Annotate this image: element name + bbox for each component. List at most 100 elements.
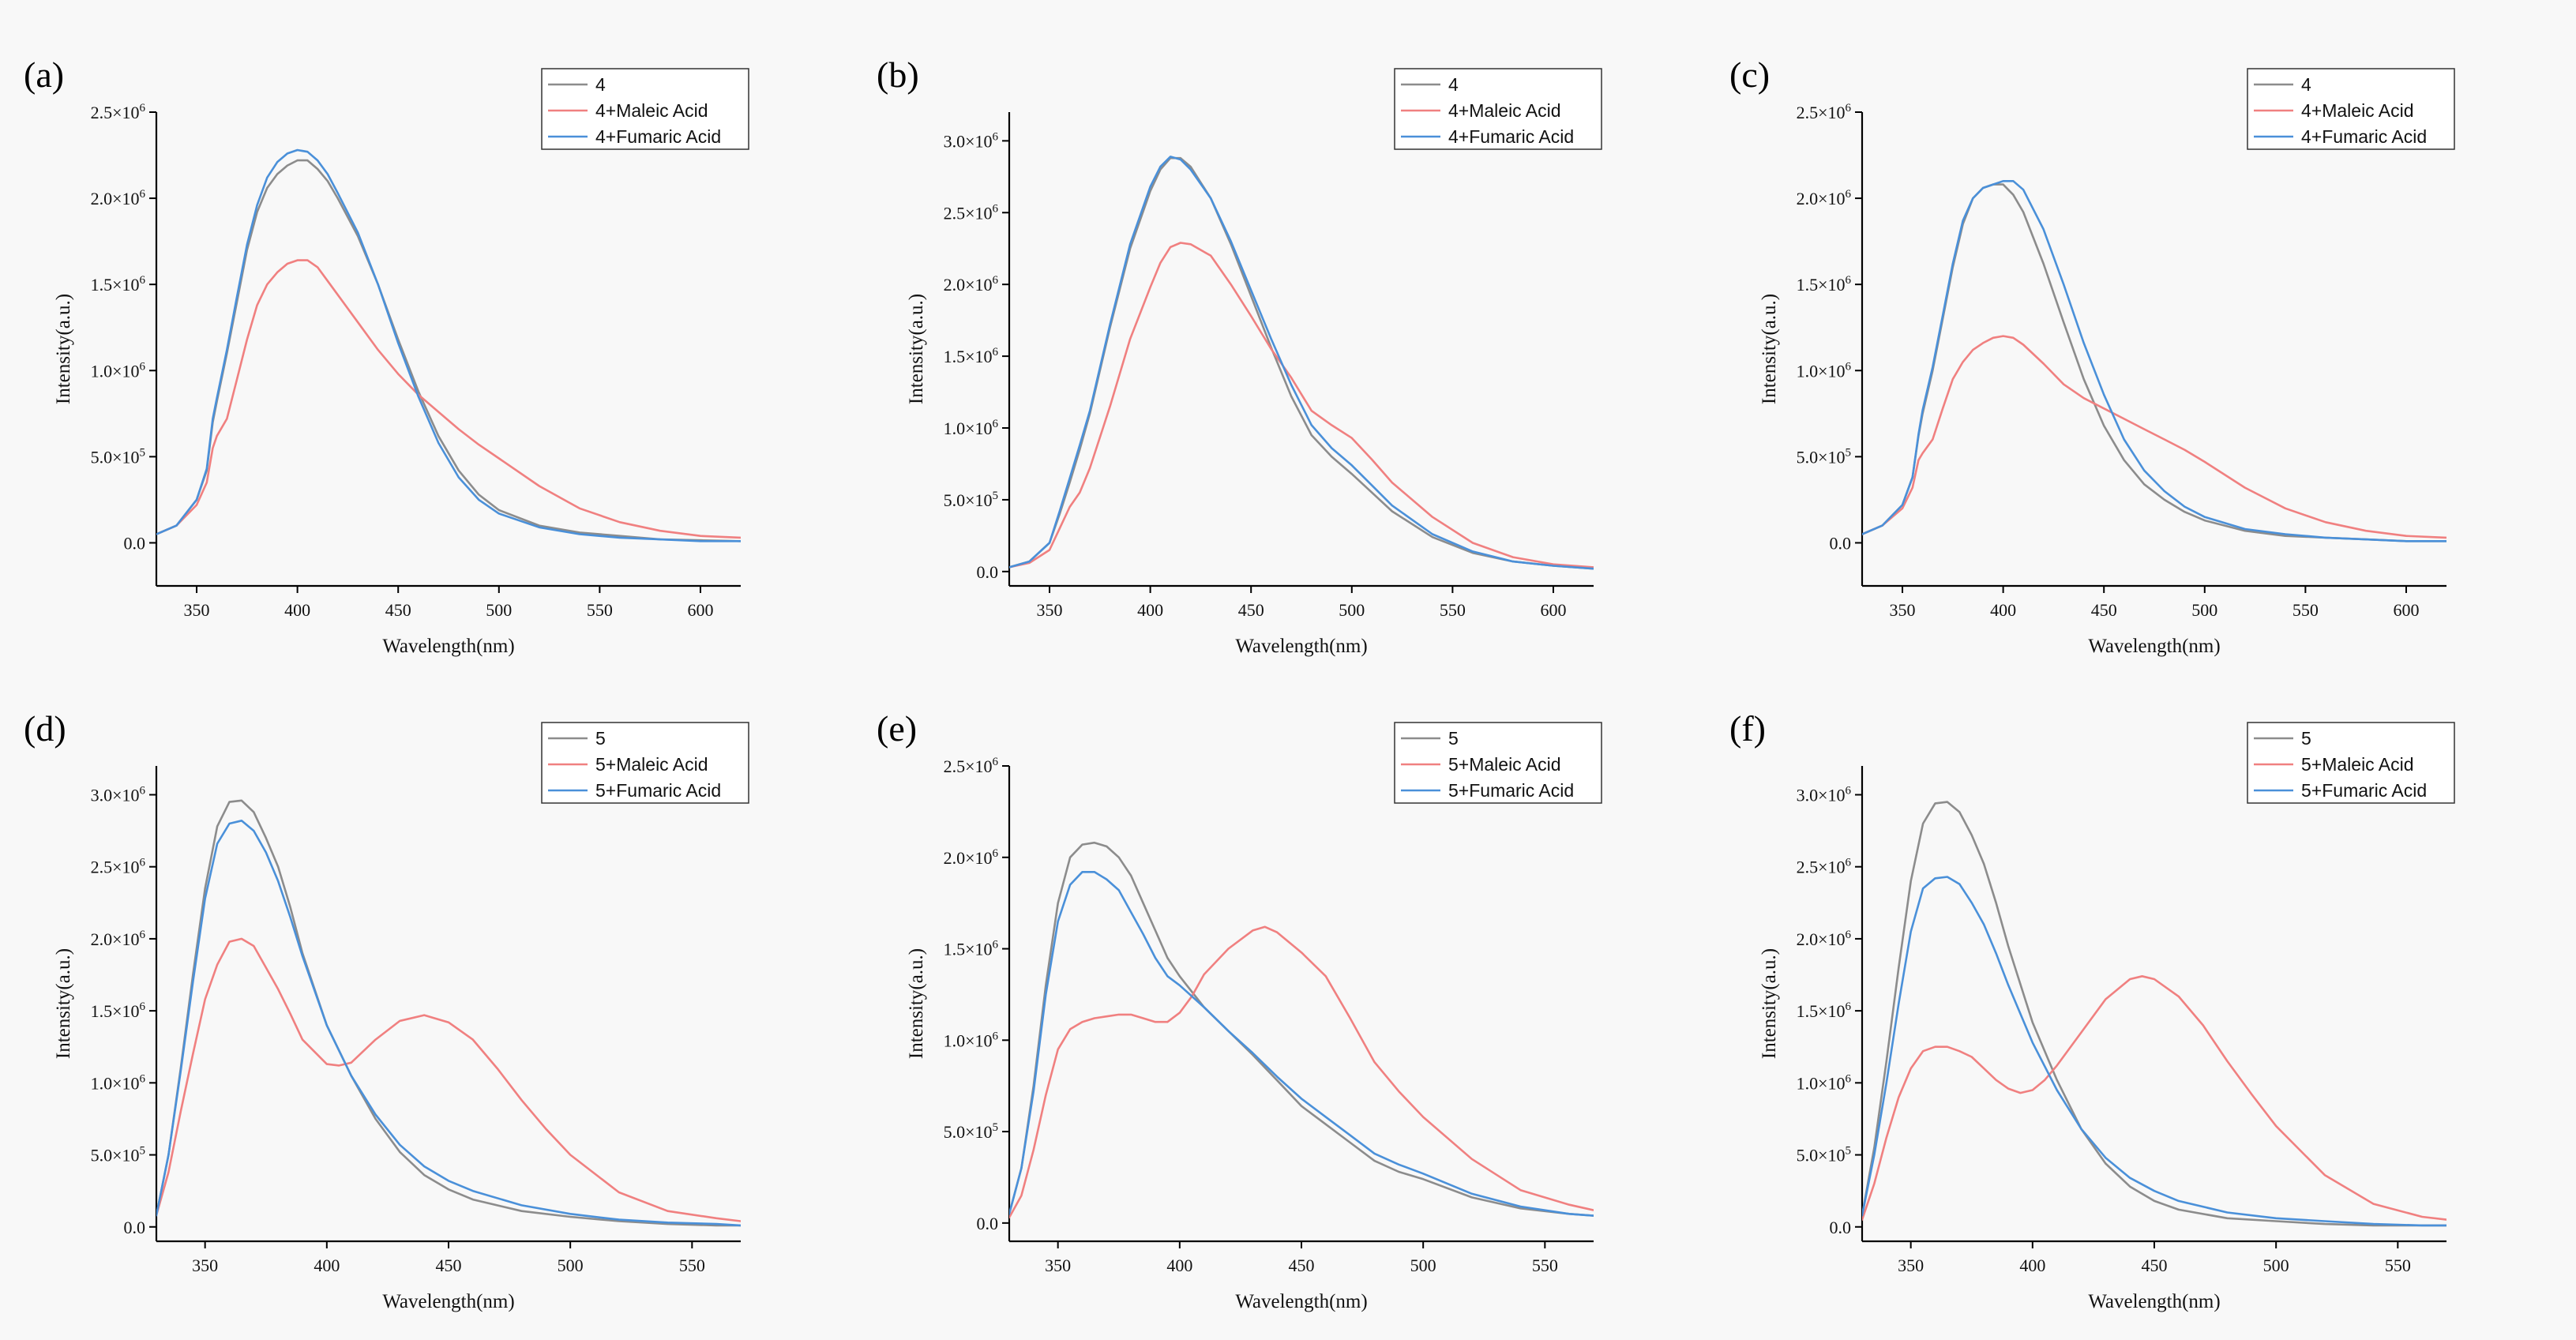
legend-label: 4	[1448, 74, 1459, 95]
y-tick-label: 2.5×106	[1797, 857, 1852, 877]
y-tick-label: 1.0×106	[91, 360, 146, 381]
x-tick-label: 350	[1898, 1256, 1924, 1275]
y-tick-label: 0.0	[1830, 533, 1852, 553]
y-tick-label: 1.5×106	[1797, 274, 1852, 295]
y-tick-label: 5.0×105	[91, 1145, 145, 1165]
panel-label: (a)	[24, 54, 64, 95]
x-axis-title: Wavelength(nm)	[1235, 1291, 1367, 1312]
x-tick-label: 500	[486, 600, 512, 620]
x-tick-label: 550	[587, 600, 613, 620]
y-tick-label: 1.0×106	[944, 1030, 999, 1050]
x-tick-label: 350	[1890, 600, 1916, 620]
x-tick-label: 500	[2263, 1256, 2289, 1275]
x-axis-title: Wavelength(nm)	[382, 636, 514, 657]
x-tick-label: 350	[1045, 1256, 1071, 1275]
y-tick-label: 3.0×106	[944, 130, 999, 151]
series-line-4-maleic-acid	[1862, 335, 2446, 539]
chart-panel-e: (e) 350 400 450 500 550 0.0 5.0×105 1.0×106 1.5×1…	[877, 708, 1602, 1312]
x-tick-label: 550	[1532, 1256, 1558, 1275]
series-line-5	[1862, 801, 2446, 1227]
x-axis-title: Wavelength(nm)	[2088, 1291, 2220, 1312]
legend-label: 4+Fumaric Acid	[595, 126, 721, 147]
y-tick-label: 2.0×106	[1797, 188, 1852, 208]
x-tick-label: 550	[1440, 600, 1466, 620]
y-axis-title: Intensity(a.u.)	[1759, 294, 1780, 404]
series-line-5	[156, 799, 741, 1227]
legend-label: 5+Fumaric Acid	[1448, 780, 1574, 801]
x-tick-label: 400	[284, 600, 310, 620]
x-tick-label: 450	[2142, 1256, 2168, 1275]
x-tick-label: 500	[1339, 600, 1365, 620]
y-tick-label: 2.0×106	[91, 929, 146, 949]
legend-label: 4+Maleic Acid	[1448, 100, 1561, 121]
series-line-4	[1862, 183, 2446, 542]
y-tick-label: 2.5×106	[91, 102, 146, 122]
y-tick-label: 0.0	[1830, 1218, 1852, 1237]
series-line-5-fumaric-acid	[1009, 871, 1594, 1217]
x-axis-title: Wavelength(nm)	[382, 1291, 514, 1312]
series-line-4	[1009, 156, 1594, 570]
y-tick-label: 5.0×105	[91, 446, 145, 467]
series-line-4-fumaric-acid	[1862, 180, 2446, 542]
x-tick-label: 500	[558, 1256, 584, 1275]
chart-panel-f: (f) 350 400 450 500 550 0.0 5.0×105 1.0×106 1.5×1…	[1729, 708, 2455, 1312]
y-tick-label: 2.0×106	[91, 188, 146, 208]
y-tick-label: 1.0×106	[944, 418, 999, 438]
x-tick-label: 600	[2393, 600, 2419, 620]
legend-label: 5	[595, 728, 606, 749]
y-axis-title: Intensity(a.u.)	[1759, 948, 1780, 1059]
x-tick-label: 450	[436, 1256, 462, 1275]
x-tick-label: 600	[1540, 600, 1566, 620]
y-axis-title: Intensity(a.u.)	[53, 294, 74, 404]
x-tick-label: 400	[314, 1256, 340, 1275]
x-tick-label: 450	[2091, 600, 2117, 620]
x-axis-title: Wavelength(nm)	[2088, 636, 2220, 657]
y-axis-title: Intensity(a.u.)	[906, 294, 927, 404]
y-tick-label: 1.5×106	[91, 1000, 146, 1021]
y-tick-label: 1.0×106	[1797, 360, 1852, 381]
legend-label: 4+Fumaric Acid	[2301, 126, 2427, 147]
y-tick-label: 1.5×106	[91, 274, 146, 295]
y-axis-title: Intensity(a.u.)	[53, 948, 74, 1059]
x-tick-label: 450	[1289, 1256, 1315, 1275]
y-tick-label: 0.0	[124, 1218, 146, 1237]
series-line-4-fumaric-acid	[156, 148, 741, 542]
chart-panel-d: (d) 350 400 450 500 550 0.0 5.0×105 1.0×106 1.5×1…	[24, 708, 749, 1312]
x-tick-label: 400	[1990, 600, 2016, 620]
y-tick-label: 5.0×105	[1797, 446, 1851, 467]
y-tick-label: 5.0×105	[944, 490, 998, 510]
x-tick-label: 450	[385, 600, 411, 620]
x-tick-label: 500	[2191, 600, 2217, 620]
y-tick-label: 1.0×106	[91, 1072, 146, 1093]
series-line-4-fumaric-acid	[1009, 156, 1594, 570]
series-line-5-maleic-acid	[156, 937, 741, 1222]
y-tick-label: 3.0×106	[1797, 784, 1852, 805]
series-line-5-maleic-acid	[1009, 925, 1594, 1219]
x-tick-label: 550	[679, 1256, 705, 1275]
y-tick-label: 2.0×106	[1797, 929, 1852, 949]
panel-label: (d)	[24, 708, 66, 749]
series-line-5-maleic-acid	[1862, 975, 2446, 1221]
legend-label: 4	[2301, 74, 2311, 95]
y-tick-label: 0.0	[124, 533, 146, 553]
series-line-4-maleic-acid	[1009, 242, 1594, 569]
x-tick-label: 500	[1410, 1256, 1436, 1275]
panel-label: (b)	[877, 54, 919, 95]
series-line-5-fumaric-acid	[1862, 876, 2446, 1227]
chart-panel-c: (c) 350 400 450 500 550 600 0.0 5.0×105 1.0×106 1.…	[1729, 54, 2455, 657]
y-tick-label: 5.0×105	[1797, 1145, 1851, 1165]
x-tick-label: 550	[2292, 600, 2319, 620]
legend-label: 4+Fumaric Acid	[1448, 126, 1574, 147]
x-axis-title: Wavelength(nm)	[1235, 636, 1367, 657]
series-line-5	[1009, 841, 1594, 1217]
y-tick-label: 2.5×106	[944, 202, 999, 223]
legend-label: 5+Maleic Acid	[2301, 754, 2414, 775]
x-tick-label: 600	[687, 600, 713, 620]
y-tick-label: 1.5×106	[944, 346, 999, 366]
x-tick-label: 400	[1166, 1256, 1192, 1275]
chart-panel-a: (a) 350 400 450 500 550 600 0.0 5.0×105 1.0×106 1.…	[24, 54, 749, 657]
x-tick-label: 400	[2019, 1256, 2045, 1275]
y-tick-label: 2.5×106	[944, 756, 999, 776]
y-tick-label: 3.0×106	[91, 784, 146, 805]
legend-label: 5	[1448, 728, 1459, 749]
